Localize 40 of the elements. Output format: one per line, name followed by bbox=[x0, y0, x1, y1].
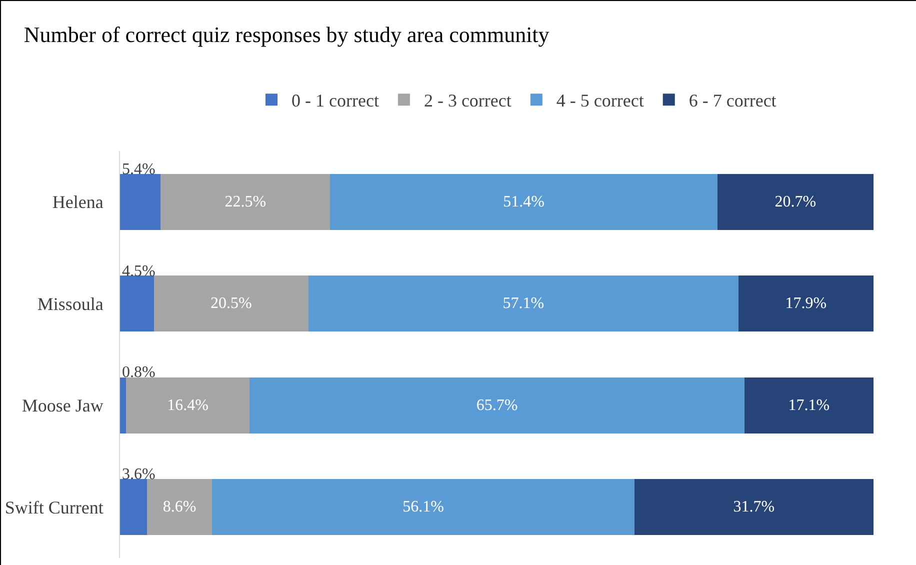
bar bbox=[120, 479, 148, 536]
data-label: 8.6% bbox=[162, 498, 196, 516]
bar bbox=[147, 479, 212, 536]
bar bbox=[250, 377, 745, 434]
bar bbox=[738, 276, 874, 332]
data-label: 16.4% bbox=[167, 396, 208, 414]
data-label: 22.5% bbox=[224, 193, 266, 210]
y-tick-label: Missoula bbox=[37, 294, 104, 314]
bar bbox=[717, 174, 874, 230]
bar bbox=[160, 174, 330, 230]
bar bbox=[212, 479, 635, 536]
data-label: 20.5% bbox=[210, 295, 252, 312]
bar bbox=[330, 174, 718, 230]
bar bbox=[126, 377, 250, 434]
bar bbox=[634, 479, 874, 536]
data-label: 65.7% bbox=[476, 396, 518, 414]
y-tick-label: Swift Current bbox=[4, 497, 104, 518]
bar bbox=[154, 276, 308, 332]
data-label: 17.9% bbox=[785, 295, 827, 312]
legend-label: 2 - 3 correct bbox=[424, 90, 512, 111]
bar bbox=[120, 174, 161, 230]
bar bbox=[308, 276, 738, 332]
data-label: 31.7% bbox=[733, 498, 775, 516]
data-label: 3.6% bbox=[122, 466, 156, 483]
y-tick-label: Moose Jaw bbox=[22, 396, 104, 416]
data-label: 20.7% bbox=[774, 193, 816, 210]
chart-title: Number of correct quiz responses by study area community bbox=[24, 22, 550, 47]
legend-label: 4 - 5 correct bbox=[556, 90, 644, 111]
legend-label: 0 - 1 correct bbox=[292, 90, 379, 111]
y-tick-label: Helena bbox=[52, 192, 104, 212]
data-label: 0.8% bbox=[122, 364, 156, 381]
data-label: 56.1% bbox=[402, 498, 444, 516]
bar bbox=[120, 276, 154, 332]
data-label: 57.1% bbox=[502, 295, 544, 312]
data-label: 51.4% bbox=[503, 193, 544, 210]
bar bbox=[744, 377, 874, 434]
data-label: 17.1% bbox=[788, 396, 830, 414]
bar bbox=[120, 377, 126, 434]
legend-label: 6 - 7 correct bbox=[688, 90, 776, 111]
data-label: 5.4% bbox=[122, 161, 156, 178]
